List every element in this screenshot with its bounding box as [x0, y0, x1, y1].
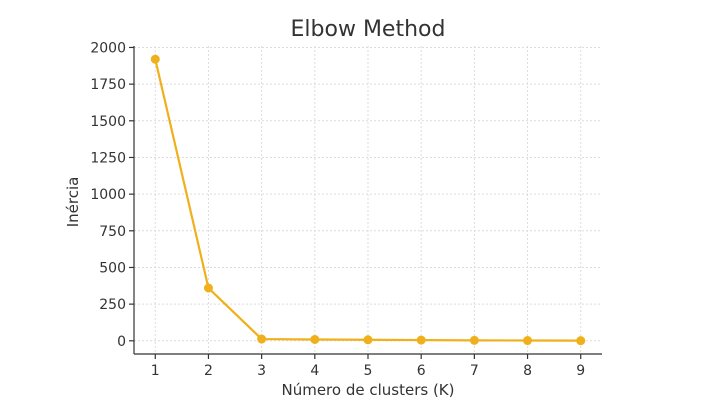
y-tick-label: 1250 [90, 150, 126, 166]
x-axis-ticks: 1 2 3 4 5 6 7 8 9 [151, 354, 585, 379]
data-point [576, 336, 586, 346]
y-tick-label: 500 [99, 260, 126, 276]
series [150, 54, 586, 346]
y-tick-label: 1750 [90, 77, 126, 93]
data-point [523, 336, 533, 346]
data-point [150, 54, 160, 64]
y-axis-label: Inércia [64, 177, 82, 228]
x-tick-label: 2 [204, 363, 213, 379]
y-tick-label: 250 [99, 297, 126, 313]
chart-title: Elbow Method [291, 17, 446, 42]
y-axis-ticks: 0 250 500 750 1000 1250 1500 1750 2000 [90, 40, 134, 350]
data-point [363, 335, 373, 345]
data-point [257, 334, 267, 344]
x-tick-label: 1 [151, 363, 160, 379]
x-tick-label: 3 [257, 363, 266, 379]
x-tick-label: 8 [523, 363, 532, 379]
grid [134, 46, 602, 354]
x-axis-label: Número de clusters (K) [281, 381, 454, 399]
x-tick-label: 7 [470, 363, 479, 379]
y-tick-label: 2000 [90, 40, 126, 56]
data-point [416, 335, 426, 345]
x-tick-label: 9 [576, 363, 585, 379]
x-tick-label: 4 [310, 363, 319, 379]
y-tick-label: 0 [117, 334, 126, 350]
y-tick-label: 1000 [90, 187, 126, 203]
y-tick-label: 750 [99, 224, 126, 240]
x-tick-label: 5 [364, 363, 373, 379]
data-point [203, 283, 213, 293]
x-tick-label: 6 [417, 363, 426, 379]
y-tick-label: 1500 [90, 114, 126, 130]
data-point [310, 334, 320, 344]
data-point [469, 335, 479, 345]
